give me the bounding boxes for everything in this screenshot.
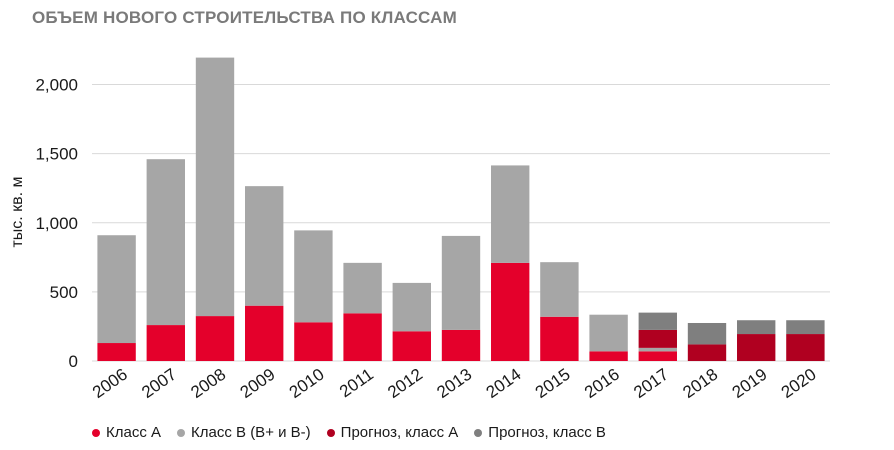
legend-marker: [177, 428, 186, 437]
bar-2012-series-0: [392, 331, 431, 361]
x-axis-ticks: 2006 2007 2008 2009 2010 2011 2012 2013 2014 2015…: [89, 365, 820, 402]
x-tick-label: 2020: [778, 365, 820, 402]
y-tick-label: 1,000: [35, 214, 78, 233]
y-tick-label: 1,500: [35, 145, 78, 164]
bar-2013-series-0: [441, 329, 481, 361]
legend-marker: [92, 428, 100, 437]
legend-label: Прогноз, класс B: [488, 424, 606, 441]
bars: [97, 57, 825, 361]
bar-2017-series-2: [638, 329, 677, 348]
bar-2009-series-1: [245, 186, 284, 306]
x-tick-label: 2008: [187, 365, 229, 402]
x-tick-label: 2014: [483, 365, 525, 402]
legend-item: Прогноз, класс B: [474, 424, 606, 441]
bar-2020-series-3: [786, 320, 825, 335]
bar-2016-series-1: [589, 314, 628, 352]
bar-2016-series-0: [589, 351, 628, 361]
bar-2017-series-3: [638, 312, 677, 330]
legend-item: Класс B (B+ и B-): [177, 424, 311, 441]
legend-label: Прогноз, класс А: [340, 424, 459, 441]
legend-marker: [474, 428, 483, 437]
bar-2019-series-2: [737, 334, 776, 361]
bar-2020-series-2: [786, 334, 825, 361]
legend-label: Класс B (B+ и B-): [191, 424, 311, 441]
x-tick-label: 2007: [138, 365, 180, 402]
y-axis-ticks: 0 500 1,000 1,500 2,000: [35, 76, 78, 371]
bar-2009-series-0: [245, 305, 284, 361]
chart-plot: 0 500 1,000 1,500 2,000 2006 2007 2008 2009 2010…: [9, 57, 830, 402]
x-tick-label: 2018: [679, 365, 721, 402]
bar-2018-series-2: [687, 344, 727, 361]
bar-2014-series-0: [491, 262, 530, 361]
x-tick-label: 2010: [286, 365, 328, 402]
bar-2010-series-1: [294, 230, 333, 323]
x-tick-label: 2017: [630, 365, 672, 402]
bar-2007-series-1: [146, 159, 185, 326]
x-tick-label: 2009: [237, 365, 279, 402]
y-axis-label: тыс. кв. м: [9, 176, 26, 247]
bar-2011-series-1: [343, 262, 382, 314]
bar-2018-series-3: [687, 322, 727, 345]
x-tick-label: 2012: [384, 365, 426, 402]
bar-2017-series-0: [638, 351, 677, 361]
bar-2006-series-0: [97, 343, 136, 361]
bar-2010-series-0: [294, 322, 333, 361]
bar-2011-series-0: [343, 313, 382, 361]
bar-2008-series-0: [195, 316, 235, 361]
chart-title: ОБЪЕМ НОВОГО СТРОИТЕЛЬСТВА ПО КЛАССАМ: [32, 8, 457, 27]
legend: Класс А Класс B (B+ и B-) Прогноз, класс А…: [92, 424, 606, 441]
y-tick-label: 500: [50, 283, 78, 302]
x-tick-label: 2019: [729, 365, 771, 402]
x-tick-label: 2006: [89, 365, 131, 402]
bar-2012-series-1: [392, 282, 431, 332]
legend-item: Класс А: [92, 424, 161, 441]
x-tick-label: 2013: [433, 365, 475, 402]
bar-2007-series-0: [146, 325, 185, 361]
legend-item: Прогноз, класс А: [326, 424, 459, 441]
bar-2017-series-1: [638, 347, 677, 352]
legend-label: Класс А: [106, 424, 162, 441]
y-tick-label: 0: [69, 352, 78, 371]
bar-2013-series-1: [441, 235, 481, 330]
bar-2014-series-1: [491, 165, 530, 263]
bar-2015-series-0: [540, 316, 579, 361]
bar-2019-series-3: [737, 320, 776, 335]
x-tick-label: 2016: [581, 365, 623, 402]
bar-2006-series-1: [97, 235, 136, 344]
bar-2015-series-1: [540, 262, 579, 317]
x-tick-label: 2015: [532, 365, 574, 402]
bar-2008-series-1: [195, 57, 235, 317]
legend-marker: [326, 428, 335, 437]
x-tick-label: 2011: [336, 365, 377, 402]
y-tick-label: 2,000: [35, 76, 78, 95]
